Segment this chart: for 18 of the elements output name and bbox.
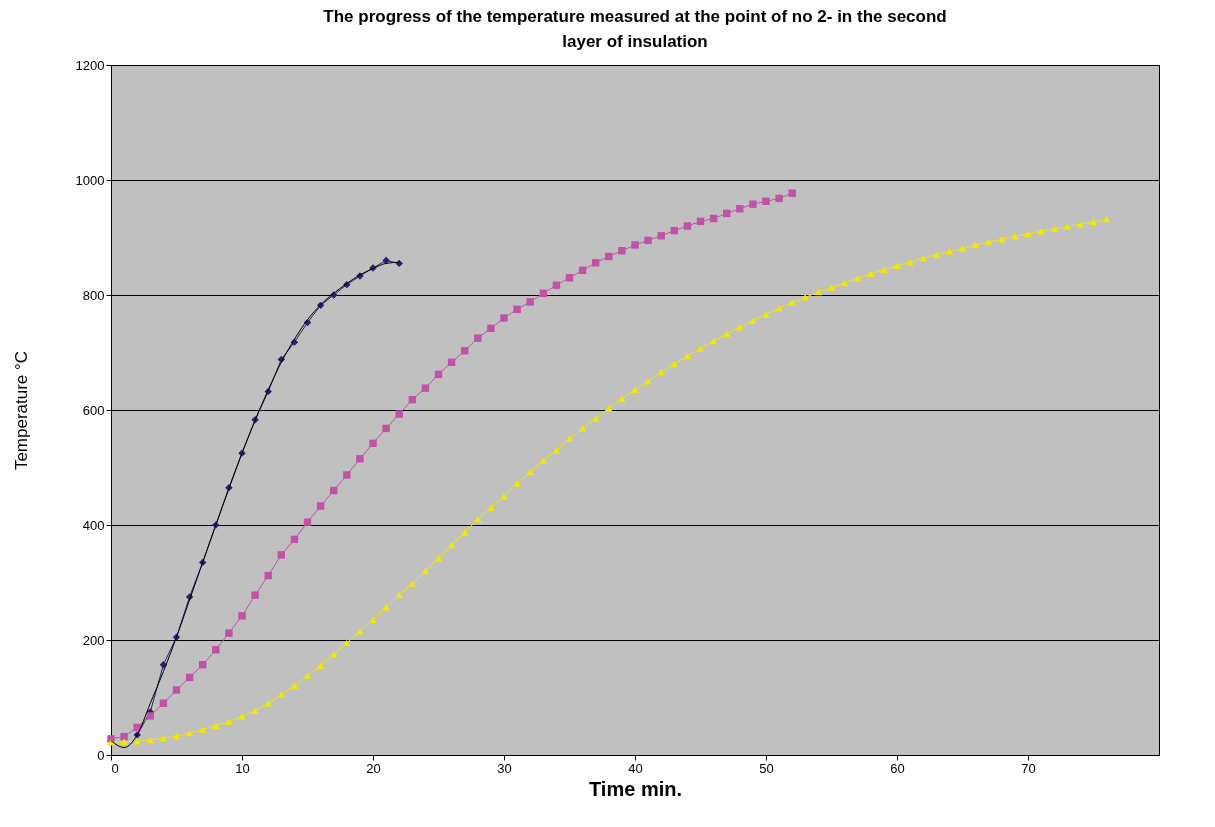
y-axis-title: Temperature °C: [11, 350, 31, 471]
y-tick-label: 600: [82, 402, 105, 418]
y-tick-label: 800: [82, 287, 105, 303]
x-tick-label: 70: [1021, 760, 1036, 776]
x-tick-label: 40: [628, 760, 643, 776]
x-tick-label: 0: [111, 760, 119, 776]
x-tick-label: 20: [366, 760, 381, 776]
x-axis-title: Time min.: [589, 777, 682, 800]
x-tick-label: 50: [759, 760, 774, 776]
chart-title: The progress of the temperature measured at the point of no 2- in the second layer of insulation: [323, 7, 947, 51]
y-tick-label: 1200: [75, 57, 105, 73]
x-tick-label: 60: [890, 760, 905, 776]
x-tick-label: 10: [235, 760, 250, 776]
y-tick-label: 0: [97, 747, 105, 763]
y-tick-label: 400: [82, 517, 105, 533]
y-tick-label: 1000: [75, 172, 105, 188]
y-tick-label: 200: [82, 632, 105, 648]
x-tick-label: 30: [497, 760, 512, 776]
